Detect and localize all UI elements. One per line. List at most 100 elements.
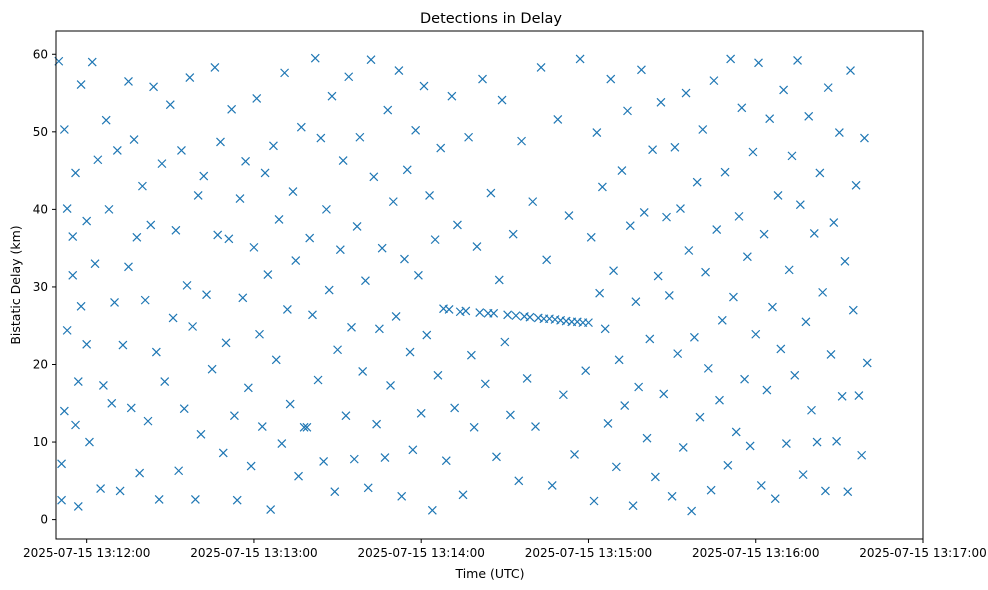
data-point bbox=[132, 232, 142, 242]
data-point bbox=[715, 395, 724, 405]
data-point bbox=[193, 190, 203, 200]
data-point bbox=[143, 416, 153, 426]
data-point bbox=[327, 91, 337, 101]
data-point bbox=[650, 472, 660, 482]
data-point bbox=[391, 311, 401, 321]
data-point bbox=[57, 495, 66, 505]
data-point bbox=[729, 292, 738, 302]
data-point bbox=[664, 291, 674, 300]
data-point bbox=[126, 403, 136, 413]
data-point bbox=[344, 72, 354, 82]
data-point bbox=[82, 339, 92, 349]
data-point bbox=[73, 377, 83, 386]
data-point bbox=[291, 256, 301, 265]
data-point bbox=[603, 419, 613, 428]
data-point bbox=[667, 491, 677, 501]
data-point bbox=[542, 255, 552, 265]
data-point bbox=[107, 398, 117, 408]
data-point bbox=[257, 422, 267, 431]
data-point bbox=[558, 390, 568, 400]
data-point bbox=[62, 325, 72, 335]
data-point bbox=[252, 94, 262, 103]
data-point bbox=[59, 406, 69, 416]
data-point bbox=[363, 483, 373, 493]
data-point bbox=[380, 453, 390, 462]
data-point bbox=[547, 481, 557, 490]
data-point bbox=[609, 266, 618, 276]
data-point bbox=[472, 242, 482, 252]
data-point bbox=[210, 63, 220, 72]
data-point bbox=[639, 208, 649, 217]
data-point bbox=[282, 305, 292, 314]
data-point bbox=[492, 452, 501, 462]
data-point bbox=[759, 229, 769, 239]
data-point bbox=[726, 54, 736, 64]
data-point bbox=[93, 155, 103, 165]
data-point bbox=[508, 229, 518, 239]
data-point bbox=[823, 83, 833, 93]
data-point bbox=[712, 225, 722, 234]
data-point bbox=[59, 125, 69, 134]
plot-frame bbox=[55, 30, 924, 540]
data-point bbox=[614, 355, 624, 365]
data-point bbox=[269, 141, 278, 151]
data-point bbox=[124, 262, 133, 272]
data-point bbox=[804, 111, 814, 121]
data-point bbox=[597, 182, 607, 192]
data-point bbox=[241, 156, 250, 166]
data-point bbox=[430, 235, 440, 245]
data-point bbox=[96, 484, 106, 494]
data-point bbox=[299, 422, 309, 432]
data-point bbox=[310, 53, 320, 63]
data-point bbox=[461, 306, 471, 316]
data-point bbox=[224, 234, 234, 244]
data-point bbox=[397, 491, 407, 501]
data-point bbox=[834, 128, 844, 138]
data-point bbox=[235, 194, 245, 203]
data-point bbox=[249, 242, 259, 252]
data-point bbox=[564, 211, 574, 221]
data-point bbox=[706, 485, 716, 495]
data-point bbox=[762, 385, 772, 395]
data-point bbox=[146, 220, 156, 230]
y-axis: 0 10 20 30 40 50 60 bbox=[33, 47, 56, 527]
data-point bbox=[631, 297, 641, 307]
data-point bbox=[374, 324, 384, 334]
data-point bbox=[110, 298, 119, 307]
data-point bbox=[611, 462, 621, 472]
data-point bbox=[458, 490, 468, 500]
data-point bbox=[408, 445, 418, 455]
data-point bbox=[723, 460, 733, 470]
data-point bbox=[589, 496, 599, 506]
data-point bbox=[623, 106, 632, 116]
data-point bbox=[846, 66, 855, 75]
data-point bbox=[377, 243, 387, 253]
data-point bbox=[444, 305, 454, 314]
data-point bbox=[737, 103, 747, 113]
y-tick-label: 30 bbox=[33, 280, 48, 294]
data-point bbox=[400, 254, 409, 264]
data-point bbox=[662, 212, 671, 222]
data-point bbox=[860, 133, 869, 143]
data-point bbox=[168, 313, 178, 323]
data-point bbox=[118, 340, 128, 350]
data-point bbox=[274, 215, 284, 224]
data-point bbox=[522, 374, 532, 383]
x-tick-label: 2025-07-15 13:17:00 bbox=[859, 546, 986, 560]
data-point bbox=[260, 168, 270, 178]
data-point bbox=[182, 280, 192, 290]
data-point bbox=[294, 471, 303, 481]
data-point bbox=[851, 180, 861, 190]
data-point bbox=[812, 437, 822, 447]
data-point bbox=[388, 197, 398, 207]
data-point bbox=[659, 389, 669, 399]
data-point bbox=[673, 349, 683, 359]
data-point bbox=[584, 318, 593, 328]
data-point bbox=[503, 310, 513, 320]
data-point bbox=[202, 290, 211, 300]
data-point bbox=[553, 114, 563, 124]
data-point bbox=[232, 495, 242, 505]
data-point bbox=[525, 312, 535, 322]
data-marks bbox=[54, 53, 872, 516]
data-point bbox=[848, 305, 858, 315]
